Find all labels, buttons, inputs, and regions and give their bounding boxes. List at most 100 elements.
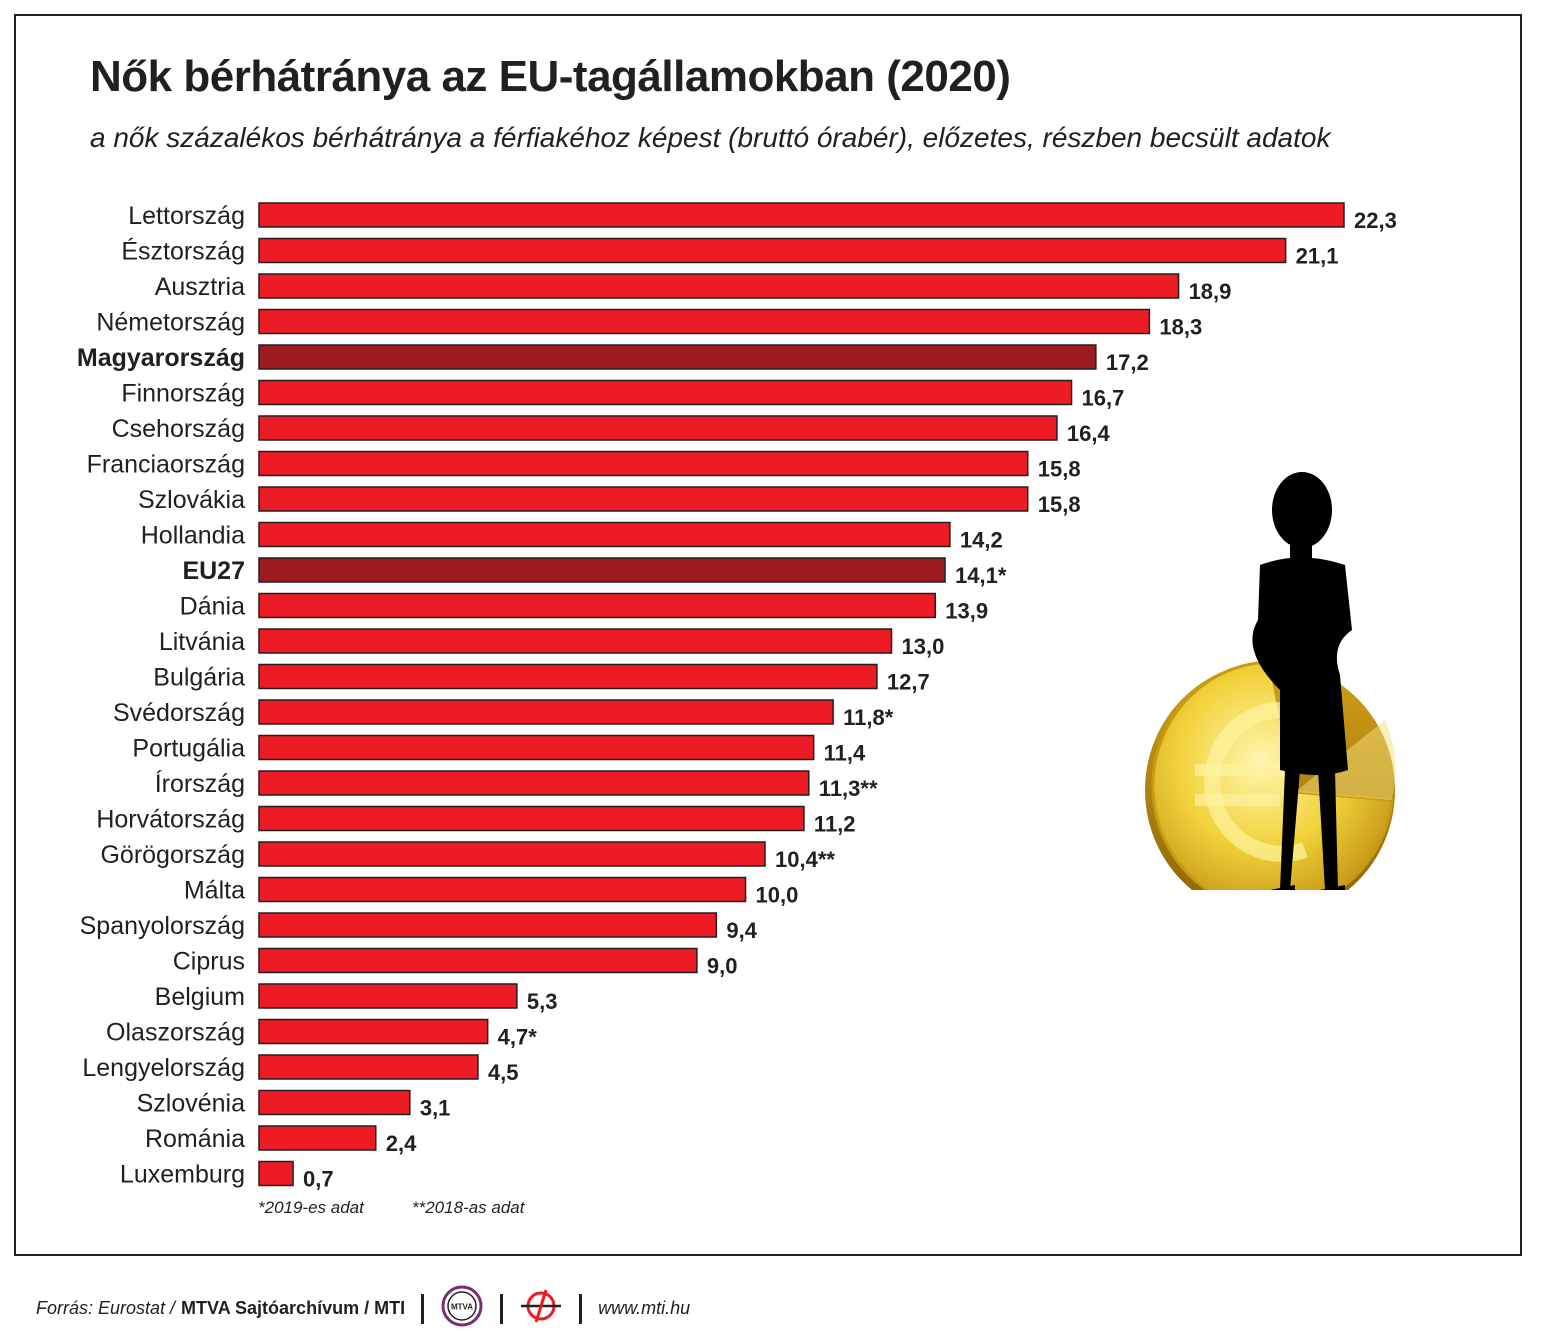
mtva-logo-text: MTVA xyxy=(451,1303,473,1312)
bar xyxy=(258,841,766,867)
footer-divider xyxy=(500,1293,504,1324)
category-label: Litvánia xyxy=(159,628,245,656)
bar xyxy=(258,734,815,761)
bar xyxy=(258,308,1151,335)
footnote-2019: *2019-es adat xyxy=(258,1198,364,1217)
value-label: 13,0 xyxy=(902,634,945,659)
woman-silhouette-icon xyxy=(1252,472,1352,890)
source-prefix: Forrás: Eurostat / xyxy=(36,1298,176,1318)
chart-title: Nők bérhátránya az EU-tagállamokban (202… xyxy=(90,52,1011,101)
bar xyxy=(258,557,946,583)
category-label: Svédország xyxy=(113,699,245,727)
website-link[interactable]: www.mti.hu xyxy=(598,1298,691,1318)
category-label: Belgium xyxy=(155,983,245,1011)
value-label: 11,2 xyxy=(814,812,856,837)
category-label: Málta xyxy=(184,877,245,905)
category-label: Németország xyxy=(96,309,245,337)
bar xyxy=(258,415,1058,441)
source-bold: MTVA Sajtóarchívum / MTI xyxy=(181,1298,406,1318)
bar xyxy=(258,1018,489,1045)
footer-divider xyxy=(579,1293,583,1324)
footnote-2018: **2018-as adat xyxy=(412,1198,525,1217)
value-label: 9,4 xyxy=(726,918,757,943)
value-label: 12,7 xyxy=(887,670,930,695)
footer-divider xyxy=(421,1293,425,1324)
value-label: 13,9 xyxy=(945,599,988,624)
bar xyxy=(258,1160,294,1187)
value-label: 15,8 xyxy=(1038,457,1081,482)
value-label: 16,4 xyxy=(1067,421,1111,446)
chart-frame xyxy=(14,14,1522,1256)
category-label: Olaszország xyxy=(106,1019,245,1047)
value-label: 3,1 xyxy=(420,1096,451,1121)
bar xyxy=(258,521,951,548)
bar xyxy=(258,805,805,832)
value-label: 11,4 xyxy=(824,741,866,766)
value-label: 11,8* xyxy=(843,705,894,730)
bar xyxy=(258,628,893,654)
category-label: Észtország xyxy=(121,237,245,266)
category-label: Ciprus xyxy=(173,948,245,976)
value-label: 16,7 xyxy=(1082,386,1125,411)
category-label: Írország xyxy=(155,769,245,798)
bar xyxy=(258,1089,411,1116)
category-label: Finnország xyxy=(121,380,245,408)
category-label: Görögország xyxy=(100,841,245,869)
value-label: 18,3 xyxy=(1159,315,1202,340)
category-label: Szlovákia xyxy=(138,486,245,514)
category-label: Szlovénia xyxy=(137,1090,245,1118)
value-label: 5,3 xyxy=(527,989,558,1014)
category-label: EU27 xyxy=(182,557,245,585)
value-label: 22,3 xyxy=(1354,208,1397,233)
value-label: 15,8 xyxy=(1038,492,1081,517)
mtva-logo-icon: MTVA xyxy=(440,1284,484,1333)
category-label: Románia xyxy=(145,1125,245,1153)
category-label: Lettország xyxy=(128,202,245,230)
category-label: Portugália xyxy=(132,735,245,763)
category-label: Franciaország xyxy=(87,451,245,479)
bar xyxy=(258,983,518,1009)
category-label: Spanyolország xyxy=(80,912,245,940)
value-label: 4,7* xyxy=(498,1025,538,1050)
bar xyxy=(258,699,834,725)
category-label: Hollandia xyxy=(141,522,245,550)
value-label: 18,9 xyxy=(1189,279,1232,304)
value-label: 10,0 xyxy=(756,883,799,908)
category-label: Magyarország xyxy=(77,344,245,372)
category-label: Dánia xyxy=(180,593,245,621)
bar xyxy=(258,344,1097,370)
value-label: 0,7 xyxy=(303,1167,334,1192)
category-label: Ausztria xyxy=(155,273,245,301)
bar xyxy=(258,592,937,619)
chart-subtitle: a nők százalékos bérhátránya a férfiakéh… xyxy=(90,122,1331,153)
mti-logo-icon xyxy=(519,1284,563,1333)
bar xyxy=(258,1054,479,1080)
bar xyxy=(258,947,698,974)
bar xyxy=(258,237,1287,264)
value-label: 14,2 xyxy=(960,528,1003,553)
bar xyxy=(258,450,1029,477)
category-label: Horvátország xyxy=(96,806,245,834)
bar xyxy=(258,770,810,796)
value-label: 11,3** xyxy=(819,776,878,801)
value-label: 21,1 xyxy=(1296,244,1339,269)
bar xyxy=(258,486,1029,512)
category-label: Bulgária xyxy=(153,664,245,692)
value-label: 14,1* xyxy=(955,563,1007,588)
bar xyxy=(258,663,878,690)
bar xyxy=(258,876,747,903)
euro-coin-icon xyxy=(1145,660,1396,890)
bar xyxy=(258,1125,377,1151)
value-label: 9,0 xyxy=(707,954,738,979)
bar xyxy=(258,379,1073,406)
category-label: Csehország xyxy=(112,415,245,443)
bar xyxy=(258,912,718,938)
value-label: 4,5 xyxy=(488,1060,519,1085)
bar xyxy=(258,273,1180,299)
bar xyxy=(258,202,1345,228)
value-label: 10,4** xyxy=(775,847,835,872)
value-label: 17,2 xyxy=(1106,350,1149,375)
category-label: Lengyelország xyxy=(82,1054,245,1082)
category-label: Luxemburg xyxy=(120,1161,245,1189)
